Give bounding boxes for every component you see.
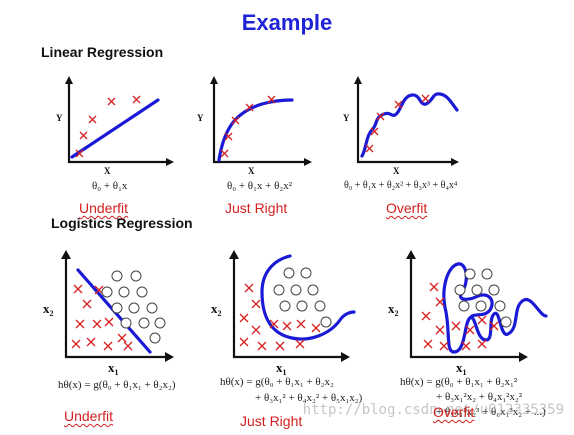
formula-logistic-overfit-line2: + θ₃x₁²x₂ + θ₄x₁²x₂² <box>436 391 523 403</box>
formula-linear-justright: θ₀ + θ₁x + θ₂x² <box>227 180 293 192</box>
y-axis-label: Y <box>343 113 350 123</box>
logistic-underfit-plot: x2 x1 <box>43 250 174 377</box>
fit-curve <box>360 92 459 158</box>
fit-line <box>70 98 160 159</box>
label-logistic-justright: Just Right <box>240 413 303 429</box>
decision-boundary <box>260 254 356 341</box>
x-axis-label: X <box>248 166 255 176</box>
label-linear-underfit: Underfit <box>79 200 129 216</box>
formula-logistic-justright-line2: + θ₃x₁² + θ₄x₂² + θ₅x₁x₂) <box>255 392 363 404</box>
section-logistics-regression: Logistics Regression <box>51 215 193 231</box>
page-title: Example <box>241 10 333 35</box>
axes <box>67 80 170 164</box>
linear-underfit-plot: Y X <box>56 76 174 176</box>
x-axis-label-x1: x1 <box>276 360 287 377</box>
x-axis-label-x1: x1 <box>456 360 467 377</box>
formula-linear-overfit: θ₀ + θ₁x + θ₂x² + θ₃x³ + θ₄x⁴ <box>344 180 458 191</box>
formula-logistic-underfit: hθ(x) = g(θ₀ + θ₁x₁ + θ₂x₂) <box>58 379 176 391</box>
y-axis-label-x2: x2 <box>211 301 222 318</box>
y-axis-label-x2: x2 <box>43 301 54 318</box>
x-axis-label: X <box>104 166 111 176</box>
linear-justright-plot: Y X <box>197 76 312 176</box>
label-linear-overfit: Overfit <box>386 200 428 216</box>
decision-boundary-loop <box>456 262 494 320</box>
logistic-justright-plot: x2 x1 <box>211 250 356 377</box>
label-logistic-underfit: Underfit <box>64 408 114 424</box>
y-axis-label: Y <box>197 113 204 123</box>
formula-linear-underfit: θ₀ + θ₁x <box>92 180 128 192</box>
label-logistic-overfit: Overfit <box>433 404 475 420</box>
fit-curve <box>217 98 294 162</box>
watermark: http://blog.csdn.net/u012335359 <box>302 402 564 418</box>
linear-overfit-plot: Y X <box>343 76 459 176</box>
data-points <box>75 95 141 158</box>
x-axis-label: X <box>393 166 400 176</box>
logistic-overfit-plot: x2 x1 <box>388 250 548 377</box>
label-linear-justright: Just Right <box>225 200 288 216</box>
y-axis-label-x2: x2 <box>388 301 399 318</box>
y-axis-label: Y <box>56 113 63 123</box>
formula-logistic-overfit-line3: + θ₅x₁²x₂³ + θ₆x₁³x₂ + ...) <box>436 406 546 418</box>
formula-logistic-justright-line1: hθ(x) = g(θ₀ + θ₁x₁ + θ₂x₂ <box>220 376 334 388</box>
section-linear-regression: Linear Regression <box>41 44 164 60</box>
x-axis-label-x1: x1 <box>108 360 119 377</box>
formula-logistic-overfit-line1: hθ(x) = g(θ₀ + θ₁x₁ + θ₂x₁² <box>400 376 518 388</box>
